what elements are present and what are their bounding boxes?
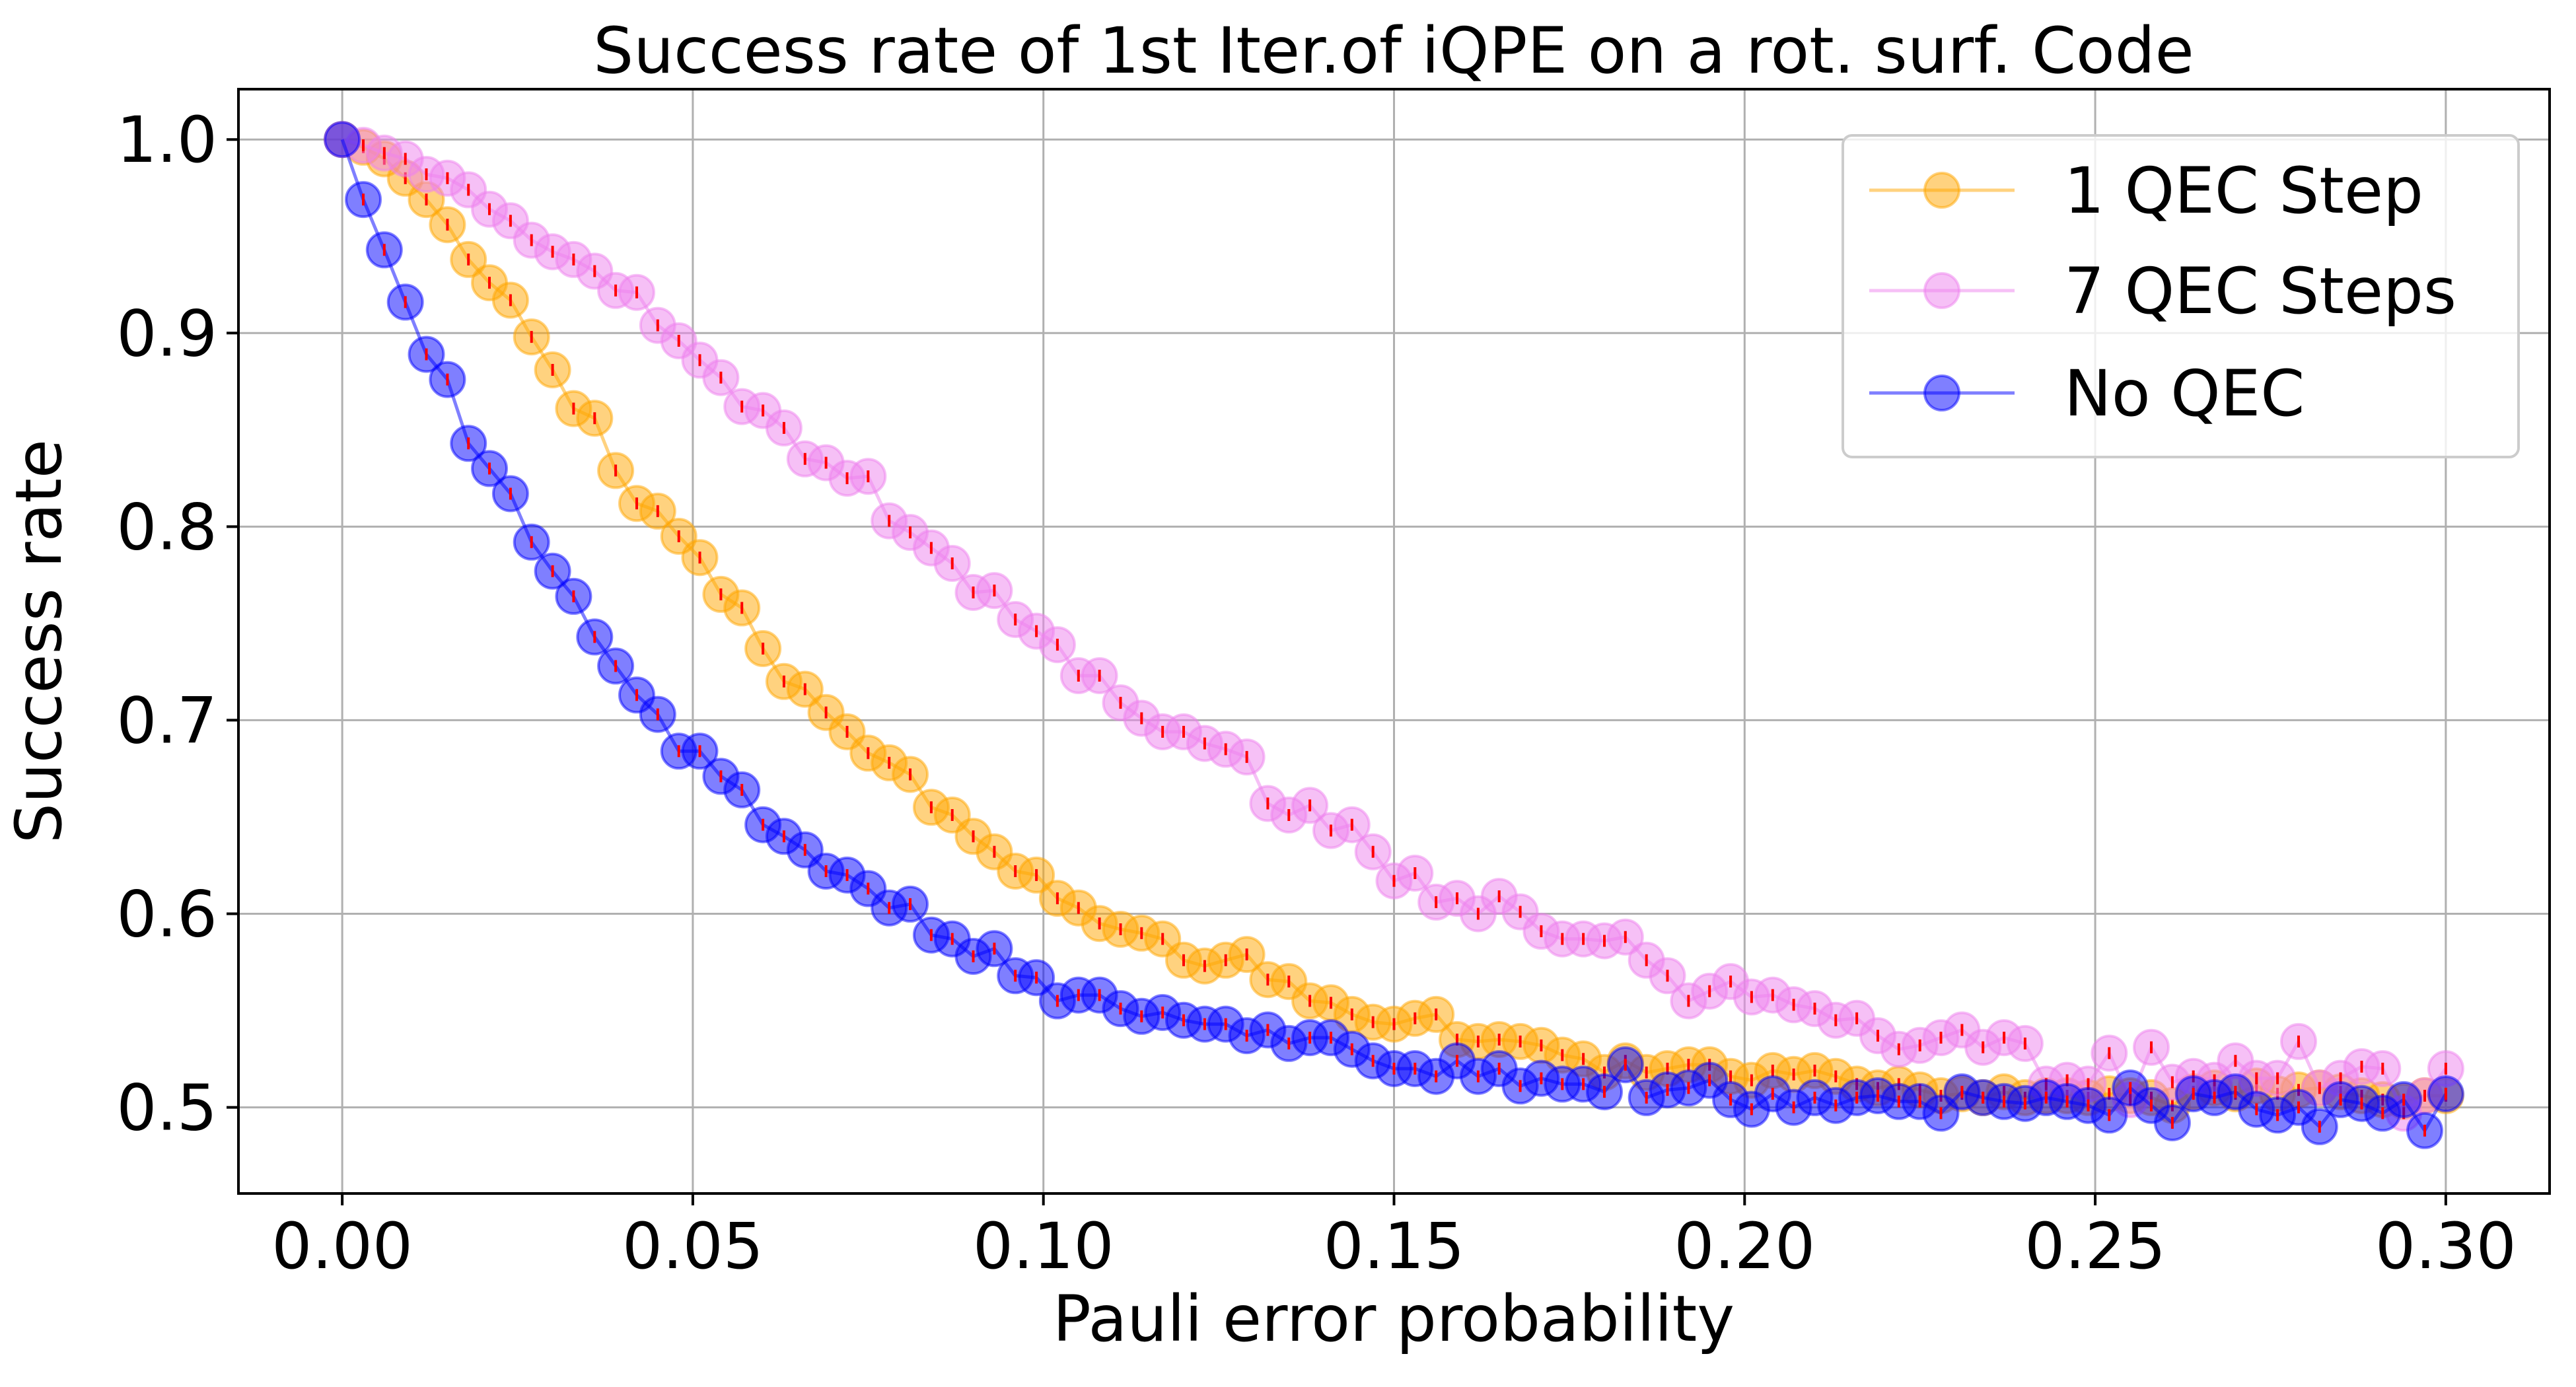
y-tick-label: 0.9 <box>116 297 217 371</box>
x-tick-label: 0.00 <box>271 1209 413 1283</box>
legend-marker-no-qec <box>1923 374 1960 411</box>
legend-entry-7-qec-steps: 7 QEC Steps <box>1869 254 2456 328</box>
x-tick-label: 0.25 <box>2024 1209 2166 1283</box>
chart-title: Success rate of 1st Iter.of iQPE on a ro… <box>593 14 2194 88</box>
plot-series <box>324 121 2464 1149</box>
legend-label-7-qec-steps: 7 QEC Steps <box>2064 254 2456 328</box>
x-axis-label: Pauli error probability <box>1053 1282 1735 1356</box>
x-tick-label: 0.05 <box>622 1209 764 1283</box>
legend-marker-1-qec-step <box>1923 172 1960 209</box>
legend-label-1-qec-step: 1 QEC Step <box>2064 154 2423 228</box>
legend-marker-7-qec-steps <box>1923 272 1960 309</box>
legend-box <box>1842 134 2520 458</box>
x-tick-label: 0.15 <box>1324 1209 1465 1283</box>
legend-label-no-qec: No QEC <box>2064 357 2305 431</box>
y-tick-label: 0.5 <box>116 1071 217 1145</box>
x-tick-label: 0.30 <box>2375 1209 2517 1283</box>
x-tick-label: 0.20 <box>1674 1209 1815 1283</box>
legend-entry-1-qec-step: 1 QEC Step <box>1869 154 2423 228</box>
y-tick-label: 0.7 <box>116 684 217 758</box>
y-axis: 0.5 0.6 0.7 0.8 0.9 1.0 <box>116 103 238 1145</box>
data-point-no-qec <box>324 121 361 159</box>
y-tick-label: 1.0 <box>116 103 217 177</box>
y-axis-label: Success rate <box>2 439 76 843</box>
plot-frame <box>237 88 2551 1195</box>
x-axis: 0.00 0.05 0.10 0.15 0.20 0.25 0.30 <box>271 1193 2517 1283</box>
y-tick-label: 0.6 <box>116 878 217 952</box>
y-tick-label: 0.8 <box>116 490 217 564</box>
series-no-qec <box>324 121 2464 1149</box>
legend-entry-no-qec: No QEC <box>1869 357 2305 431</box>
legend: 1 QEC Step 7 QEC Steps No QEC <box>1842 134 2520 458</box>
x-tick-label: 0.10 <box>973 1209 1114 1283</box>
